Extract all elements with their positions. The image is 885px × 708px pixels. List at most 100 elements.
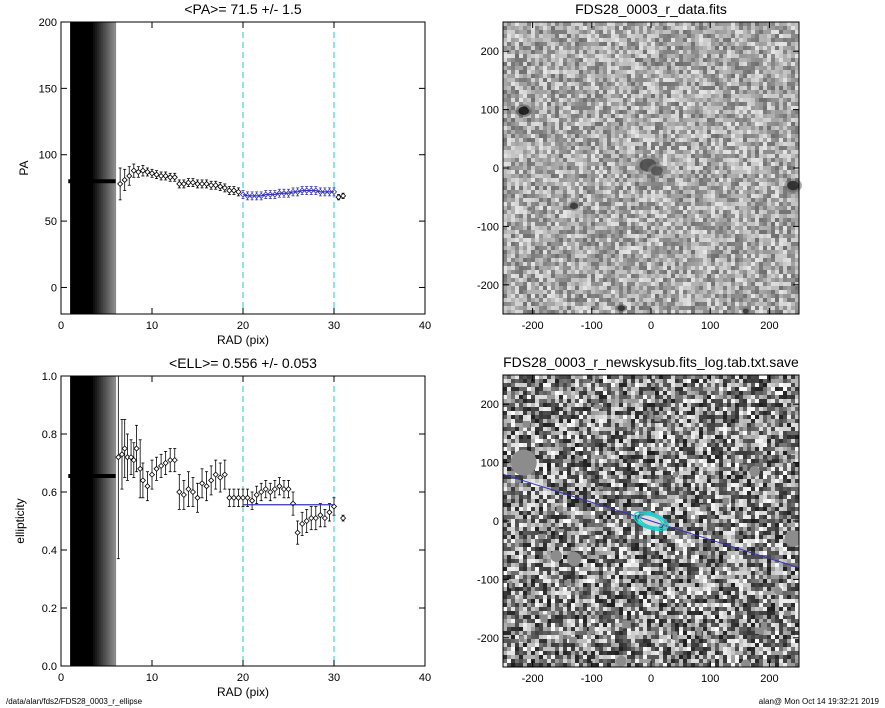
img1-pixel [579,114,584,119]
img1-pixel [779,42,784,47]
img1-pixel [671,138,676,143]
img1-pixel [599,250,604,255]
img1-pixel [695,158,700,163]
img1-pixel [619,174,624,179]
img1-pixel [507,38,512,43]
img1-pixel [635,226,640,231]
img1-pixel [759,98,764,103]
img1-pixel [599,42,604,47]
img1-pixel [623,214,628,219]
img1-pixel [547,102,552,107]
img1-pixel [631,250,636,255]
img1-pixel [551,250,556,255]
img1-pixel [535,102,540,107]
img1-pixel [655,218,660,223]
img1-pixel [791,194,796,199]
img1-pixel [503,54,508,59]
img1-pixel [731,178,736,183]
img1-pixel [511,22,516,27]
img1-pixel [507,22,512,27]
img1-pixel [795,26,800,31]
img1-pixel [787,222,792,227]
img1-pixel [603,110,608,115]
img1-pixel [691,146,696,151]
img1-pixel [523,126,528,131]
pa-shade-strip [80,22,84,314]
img1-pixel [623,70,628,75]
img1-pixel [511,246,516,251]
img1-pixel [531,34,536,39]
img1-pixel [671,54,676,59]
img1-pixel [779,74,784,79]
img1-pixel [611,210,616,215]
img1-pixel [743,138,748,143]
img1-pixel [667,34,672,39]
img1-pixel [575,222,580,227]
img1-pixel [539,250,544,255]
img1-pixel [755,190,760,195]
img1-pixel [659,34,664,39]
img1-pixel [535,114,540,119]
img1-pixel [795,250,800,255]
img1-pixel [675,242,680,247]
img1-pixel [579,34,584,39]
img1-pixel [643,114,648,119]
img1-pixel [711,246,716,251]
img1-pixel [691,38,696,43]
img1-pixel [527,238,532,243]
img1-pixel [523,206,528,211]
img1-pixel [523,214,528,219]
img1-pixel [587,150,592,155]
img1-pixel [591,102,596,107]
img1-pixel [675,74,680,79]
img1-pixel [611,50,616,55]
img1-pixel [567,254,572,259]
img1-pixel [587,158,592,163]
img1-pixel [523,74,528,79]
img1-pixel [579,186,584,191]
pa-data-point [139,167,146,174]
img1-pixel [679,230,684,235]
img1-pixel [735,106,740,111]
img1-pixel [527,158,532,163]
img1-pixel [751,50,756,55]
img1-pixel [723,134,728,139]
img1-pixel [747,106,752,111]
img1-pixel [707,222,712,227]
img1-pixel [743,90,748,95]
img1-pixel [703,242,708,247]
img1-pixel [715,210,720,215]
img1-pixel [531,158,536,163]
img1-pixel [783,90,788,95]
img1-pixel [767,218,772,223]
img1-pixel [663,30,668,35]
img1-pixel [535,58,540,63]
img1-pixel [671,234,676,239]
img1-pixel [643,42,648,47]
img1-pixel [691,222,696,227]
img1-pixel [675,50,680,55]
img1-pixel [603,230,608,235]
img1-pixel [503,182,508,187]
img1-pixel [563,230,568,235]
img1-pixel [539,102,544,107]
img1-pixel [543,254,548,259]
img1-pixel [747,190,752,195]
img1-pixel [715,98,720,103]
img1-pixel [695,142,700,147]
img1-pixel [563,42,568,47]
img1-pixel [787,98,792,103]
img1-pixel [663,154,668,159]
img1-pixel [511,30,516,35]
img1-pixel [711,134,716,139]
img1-pixel [543,226,548,231]
img1-pixel [619,114,624,119]
img1-pixel [679,226,684,231]
img1-pixel [747,58,752,63]
img1-pixel [575,230,580,235]
img1-pixel [687,190,692,195]
img1-pixel [511,250,516,255]
img1-pixel [523,82,528,87]
img1-pixel [583,166,588,171]
img1-pixel [571,162,576,167]
